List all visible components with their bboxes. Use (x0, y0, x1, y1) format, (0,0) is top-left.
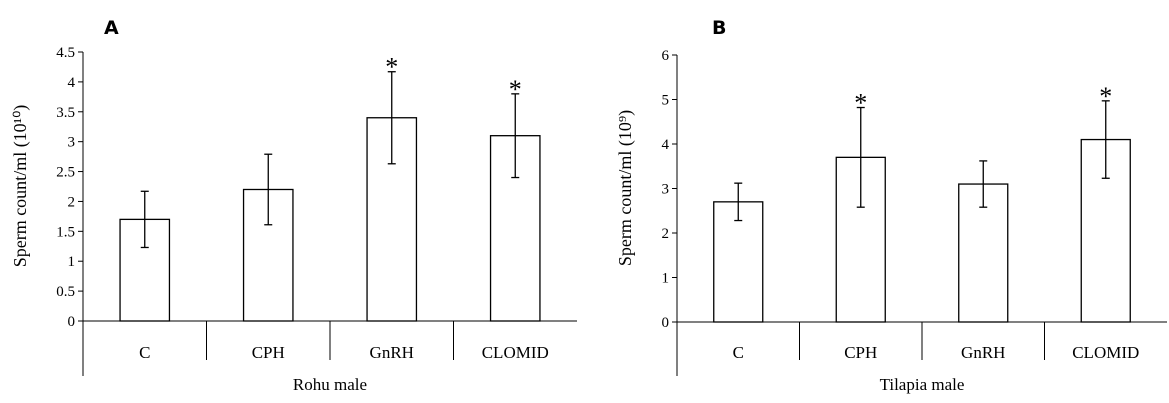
chart-panel-b: B 0 1 2 3 4 5 6 Sperm count/ml (10⁹) C CPH * GnRH CLO… (615, 17, 1167, 394)
y-tick-label: 2 (68, 194, 76, 210)
y-tick-label: 0 (68, 314, 76, 330)
y-tick-label: 1 (662, 271, 670, 287)
category-label: GnRH (961, 343, 1005, 362)
category-label: CLOMID (482, 343, 549, 362)
category-label: GnRH (370, 343, 414, 362)
category-label: C (139, 343, 150, 362)
significance-mark: * (1099, 82, 1112, 111)
y-tick-label: 2.5 (56, 165, 75, 181)
chart-panel-a: A 0 0.5 1 1.5 2 2.5 3 3.5 4 4.5 Sperm count/ml (10¹… (10, 17, 577, 394)
y-tick-label: 5 (662, 93, 670, 109)
y-tick-label: 4.5 (56, 45, 75, 61)
y-tick-label: 4 (662, 137, 670, 153)
significance-mark: * (385, 53, 398, 82)
significance-mark: * (509, 75, 522, 104)
y-axis-title: Sperm count/ml (10¹⁰) (10, 105, 31, 268)
y-axis-title: Sperm count/ml (10⁹) (615, 110, 636, 266)
category-label: CPH (844, 343, 877, 362)
y-tick-label: 1 (68, 254, 76, 270)
category-label: CPH (252, 343, 285, 362)
y-tick-label: 0 (662, 315, 670, 331)
y-tick-label: 3 (68, 135, 76, 151)
y-tick-label: 3.5 (56, 105, 75, 121)
significance-mark: * (854, 89, 867, 118)
category-label: C (733, 343, 744, 362)
y-tick-label: 2 (662, 226, 670, 242)
y-tick-label: 4 (68, 75, 76, 91)
group-label: Rohu male (293, 375, 367, 394)
y-tick-label: 3 (662, 182, 670, 198)
y-tick-label: 1.5 (56, 224, 75, 240)
panel-letter: A (104, 17, 119, 39)
y-tick-label: 0.5 (56, 284, 75, 300)
category-label: CLOMID (1072, 343, 1139, 362)
group-label: Tilapia male (880, 375, 965, 394)
panel-letter: B (712, 17, 726, 39)
y-tick-label: 6 (662, 48, 670, 64)
